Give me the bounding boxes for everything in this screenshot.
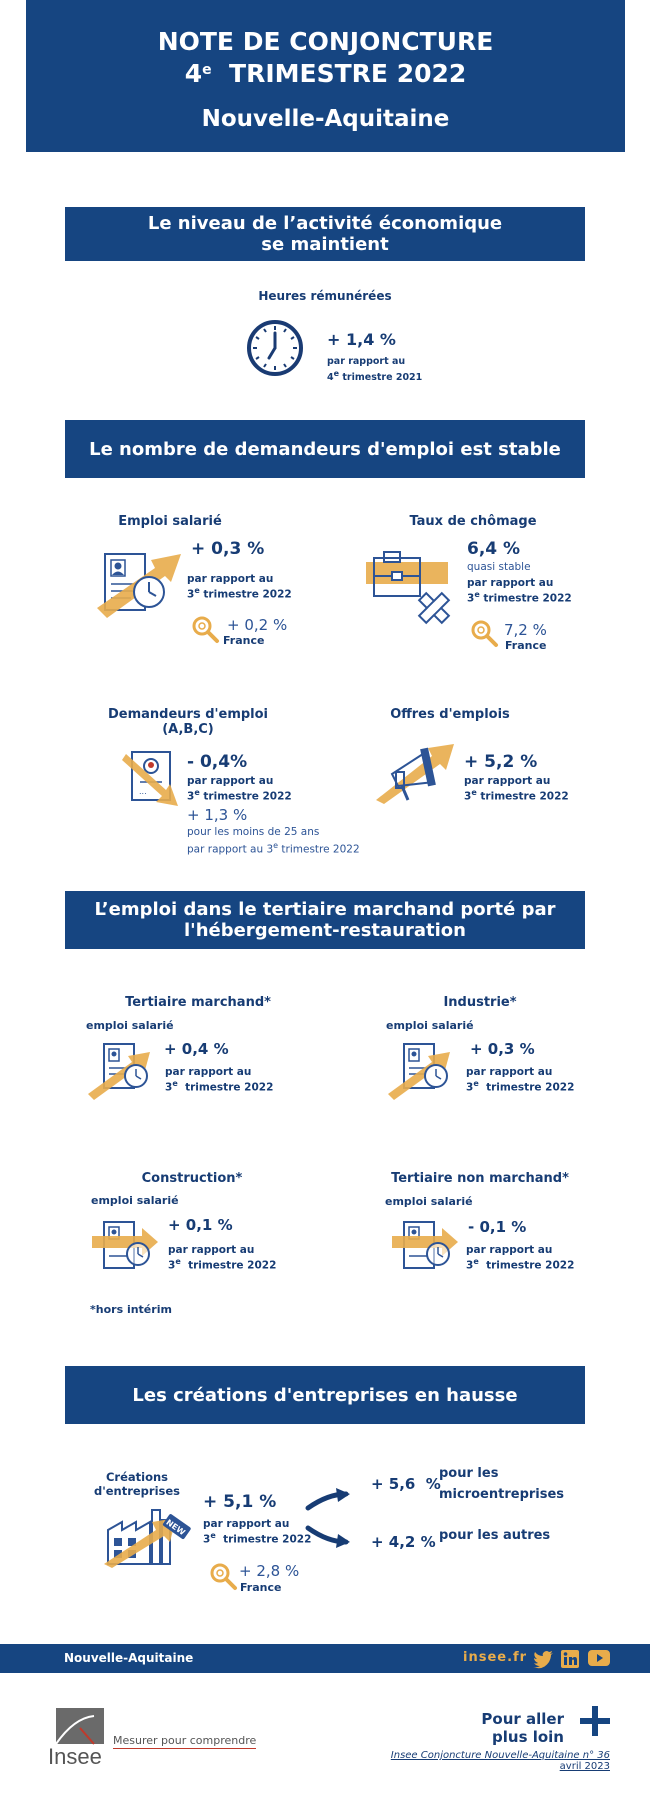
emploi-france-value: + 0,2 %	[227, 616, 288, 634]
chomage-france-label: France	[505, 639, 547, 652]
heures-title: Heures rémunérées	[258, 289, 392, 303]
industrie-comparison: par rapport au 3e trimestre 2022	[466, 1066, 575, 1094]
creations-title: Créations d'entreprises	[93, 1470, 181, 1498]
employment-up-icon	[388, 1043, 450, 1100]
micro-label: pour les microentreprises	[439, 1466, 565, 1502]
insee-logo-text: Insee	[48, 1744, 102, 1769]
nonmarchand-label: emploi salarié	[385, 1195, 473, 1208]
employment-stable-icon	[92, 1221, 158, 1269]
footnote: *hors intérim	[90, 1303, 172, 1316]
magnifier-icon	[471, 620, 498, 647]
linkedin-icon[interactable]	[561, 1650, 579, 1668]
nonmarchand-value: - 0,1 %	[468, 1218, 527, 1236]
footer-bar: Nouvelle-Aquitaine insee.fr	[0, 1644, 650, 1673]
construction-title: Construction*	[141, 1171, 243, 1186]
svg-text:...: ...	[139, 787, 147, 796]
autres-label: pour les autres	[439, 1528, 551, 1543]
autres-value: + 4,2 %	[371, 1533, 436, 1551]
magnifier-icon	[192, 616, 219, 643]
heures-value: + 1,4 %	[327, 330, 396, 349]
twitter-icon[interactable]	[533, 1651, 553, 1669]
demandeurs-comparison: par rapport au 3e trimestre 2022	[187, 775, 292, 803]
section1-banner: Le niveau de l’activité économique se ma…	[65, 207, 585, 261]
site-link[interactable]: insee.fr	[463, 1650, 528, 1665]
industrie-title: Industrie*	[443, 995, 517, 1010]
arrow-up-right-icon	[305, 1488, 350, 1511]
heures-comparison: par rapport au 4e trimestre 2021	[327, 356, 423, 384]
insee-logo-icon	[55, 1708, 104, 1745]
briefcase-icon	[366, 551, 451, 625]
youtube-icon[interactable]	[588, 1650, 610, 1666]
demandeurs-young-detail: pour les moins de 25 ans par rapport au …	[187, 826, 360, 856]
chomage-title: Taux de chômage	[409, 514, 537, 529]
section2-banner: Le nombre de demandeurs d'emploi est sta…	[65, 420, 585, 478]
nonmarchand-title: Tertiaire non marchand*	[391, 1171, 569, 1186]
creations-value: + 5,1 %	[203, 1492, 277, 1512]
chomage-comparison: par rapport au 3e trimestre 2022	[467, 577, 572, 605]
header-banner: NOTE DE CONJONCTURE 4e TRIMESTRE 2022 No…	[26, 0, 625, 152]
plus-icon[interactable]	[580, 1706, 610, 1736]
offres-title: Offres d'emplois	[390, 707, 510, 722]
emploi-value: + 0,3 %	[191, 539, 265, 559]
job-seeker-icon: ...	[122, 751, 178, 806]
more-link[interactable]: Pour aller plus loin	[481, 1710, 564, 1746]
publication-link[interactable]: Insee Conjoncture Nouvelle-Aquitaine n° …	[390, 1750, 610, 1772]
tertiaire-comparison: par rapport au 3e trimestre 2022	[165, 1066, 274, 1094]
industrie-value: + 0,3 %	[470, 1040, 535, 1058]
emploi-title: Emploi salarié	[118, 514, 222, 529]
section3-banner: L’emploi dans le tertiaire marchand port…	[65, 891, 585, 949]
chomage-value: 6,4 %	[467, 539, 521, 559]
nonmarchand-comparison: par rapport au 3e trimestre 2022	[466, 1244, 575, 1272]
magnifier-icon	[210, 1563, 237, 1590]
employment-up-icon	[88, 1043, 150, 1100]
creations-france-value: + 2,8 %	[239, 1562, 300, 1580]
footer-region: Nouvelle-Aquitaine	[64, 1651, 194, 1665]
creations-comparison: par rapport au 3e trimestre 2022	[203, 1518, 312, 1546]
industrie-label: emploi salarié	[386, 1019, 474, 1032]
employment-stable-icon	[392, 1221, 458, 1269]
factory-icon: NEW	[104, 1509, 191, 1568]
clock-icon	[247, 320, 303, 376]
megaphone-icon	[376, 744, 454, 804]
employment-document-icon	[97, 553, 181, 618]
offres-comparison: par rapport au 3e trimestre 2022	[464, 775, 569, 803]
arrow-down-right-icon	[305, 1525, 350, 1548]
section4-banner: Les créations d'entreprises en hausse	[65, 1366, 585, 1424]
creations-france-label: France	[240, 1581, 282, 1594]
demandeurs-value: - 0,4%	[187, 752, 248, 772]
tertiaire-label: emploi salarié	[86, 1019, 174, 1032]
demandeurs-young-value: + 1,3 %	[187, 806, 248, 824]
tertiaire-value: + 0,4 %	[164, 1040, 229, 1058]
construction-comparison: par rapport au 3e trimestre 2022	[168, 1244, 277, 1272]
header-region: Nouvelle-Aquitaine	[201, 106, 450, 132]
chomage-note: quasi stable	[467, 561, 531, 573]
emploi-comparison: par rapport au 3e trimestre 2022	[187, 573, 292, 601]
construction-label: emploi salarié	[91, 1194, 179, 1207]
demandeurs-title: Demandeurs d'emploi (A,B,C)	[107, 707, 269, 737]
construction-value: + 0,1 %	[168, 1216, 233, 1234]
tagline: Mesurer pour comprendre	[113, 1734, 257, 1749]
emploi-france-label: France	[223, 634, 265, 647]
header-title: NOTE DE CONJONCTURE 4e TRIMESTRE 2022	[157, 27, 494, 88]
micro-value: + 5,6 %	[371, 1475, 441, 1493]
tertiaire-title: Tertiaire marchand*	[125, 995, 271, 1010]
offres-value: + 5,2 %	[464, 752, 538, 772]
chomage-france-value: 7,2 %	[504, 621, 547, 639]
